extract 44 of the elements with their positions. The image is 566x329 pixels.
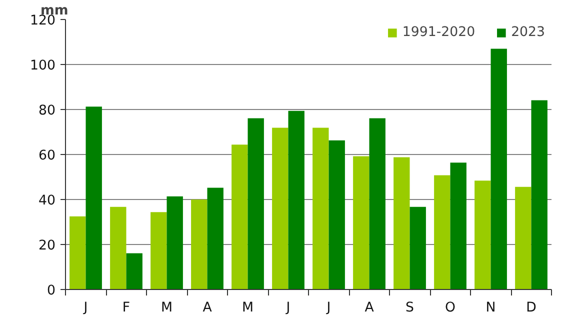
y-tick-label: 60 xyxy=(38,148,56,164)
bar xyxy=(312,128,329,290)
bar xyxy=(110,206,126,290)
bar xyxy=(207,188,224,290)
bar xyxy=(474,180,491,290)
y-tick-label: 80 xyxy=(38,104,56,118)
legend-label: 2023 xyxy=(511,25,545,40)
x-tick-label: O xyxy=(445,300,456,316)
x-tick-label: M xyxy=(161,300,172,316)
bar xyxy=(126,253,142,290)
bar xyxy=(232,144,248,290)
bar xyxy=(328,140,345,290)
bar xyxy=(434,175,450,290)
x-tick-label: J xyxy=(326,300,331,316)
x-tick-label: N xyxy=(486,300,496,316)
y-tick-label: 40 xyxy=(38,194,56,208)
bar xyxy=(86,106,102,290)
legend-label: 1991-2020 xyxy=(402,25,476,40)
bar xyxy=(150,212,167,290)
bar xyxy=(394,157,410,290)
x-tick-label: M xyxy=(242,300,254,316)
y-tick-label: 0 xyxy=(47,284,56,298)
bar xyxy=(272,128,288,290)
bar xyxy=(410,206,426,290)
bar xyxy=(515,186,532,290)
x-tick-label: A xyxy=(364,300,374,316)
bar xyxy=(490,48,507,290)
y-tick-label: 20 xyxy=(38,238,56,254)
bar xyxy=(70,216,86,290)
x-tick-label: F xyxy=(122,300,130,316)
bar xyxy=(353,156,370,290)
x-tick-label: J xyxy=(82,300,88,316)
bar xyxy=(450,162,466,290)
bar xyxy=(248,118,264,290)
x-tick-label: D xyxy=(526,300,536,316)
x-tick-label: S xyxy=(406,300,414,316)
y-tick-label: 100 xyxy=(30,58,56,74)
x-tick-label: J xyxy=(285,300,290,316)
bar xyxy=(288,110,304,290)
bar xyxy=(166,196,183,290)
x-tick-label: A xyxy=(202,300,212,316)
bar xyxy=(191,200,208,290)
bar xyxy=(369,118,386,290)
bar xyxy=(531,100,548,290)
